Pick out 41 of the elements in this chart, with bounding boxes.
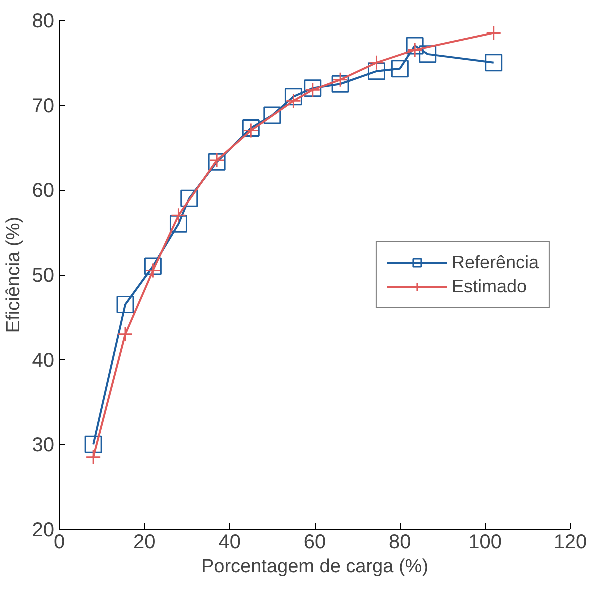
x-tick-label: 20 bbox=[134, 532, 156, 554]
point bbox=[332, 75, 350, 93]
point bbox=[86, 450, 102, 466]
x-tick-label: 40 bbox=[218, 532, 241, 554]
point bbox=[332, 72, 348, 88]
point bbox=[284, 88, 302, 106]
point bbox=[243, 123, 259, 139]
legend-label: Estimado bbox=[452, 276, 527, 297]
point bbox=[407, 42, 423, 58]
point bbox=[170, 208, 186, 224]
point bbox=[368, 62, 386, 80]
x-tick-label: 80 bbox=[389, 532, 412, 554]
x-tick-label: 100 bbox=[468, 532, 502, 554]
legend-label: Referência bbox=[452, 252, 539, 273]
y-tick-label: 70 bbox=[32, 95, 55, 118]
y-tick-label: 30 bbox=[32, 434, 55, 457]
point bbox=[242, 119, 260, 137]
point bbox=[180, 190, 198, 208]
point bbox=[116, 296, 134, 314]
point bbox=[419, 46, 437, 64]
point bbox=[118, 326, 134, 342]
point bbox=[406, 37, 424, 55]
y-axis-title: Eficiência (%) bbox=[3, 216, 24, 334]
x-tick-label: 0 bbox=[54, 532, 66, 554]
x-axis-title: Porcentagem de carga (%) bbox=[201, 556, 429, 578]
point bbox=[170, 215, 188, 233]
x-tick-label: 120 bbox=[554, 532, 588, 554]
point bbox=[84, 436, 102, 454]
y-tick-label: 40 bbox=[32, 350, 55, 372]
point bbox=[486, 25, 502, 41]
point bbox=[264, 106, 282, 124]
x-tick-label: 60 bbox=[304, 532, 326, 554]
point bbox=[144, 258, 162, 276]
point bbox=[286, 93, 302, 109]
y-tick-label: 60 bbox=[32, 180, 55, 202]
point bbox=[391, 60, 409, 78]
point bbox=[368, 55, 384, 71]
y-tick-label: 50 bbox=[32, 265, 55, 287]
point bbox=[485, 54, 503, 72]
point bbox=[145, 263, 161, 279]
y-tick-label: 80 bbox=[32, 10, 55, 32]
